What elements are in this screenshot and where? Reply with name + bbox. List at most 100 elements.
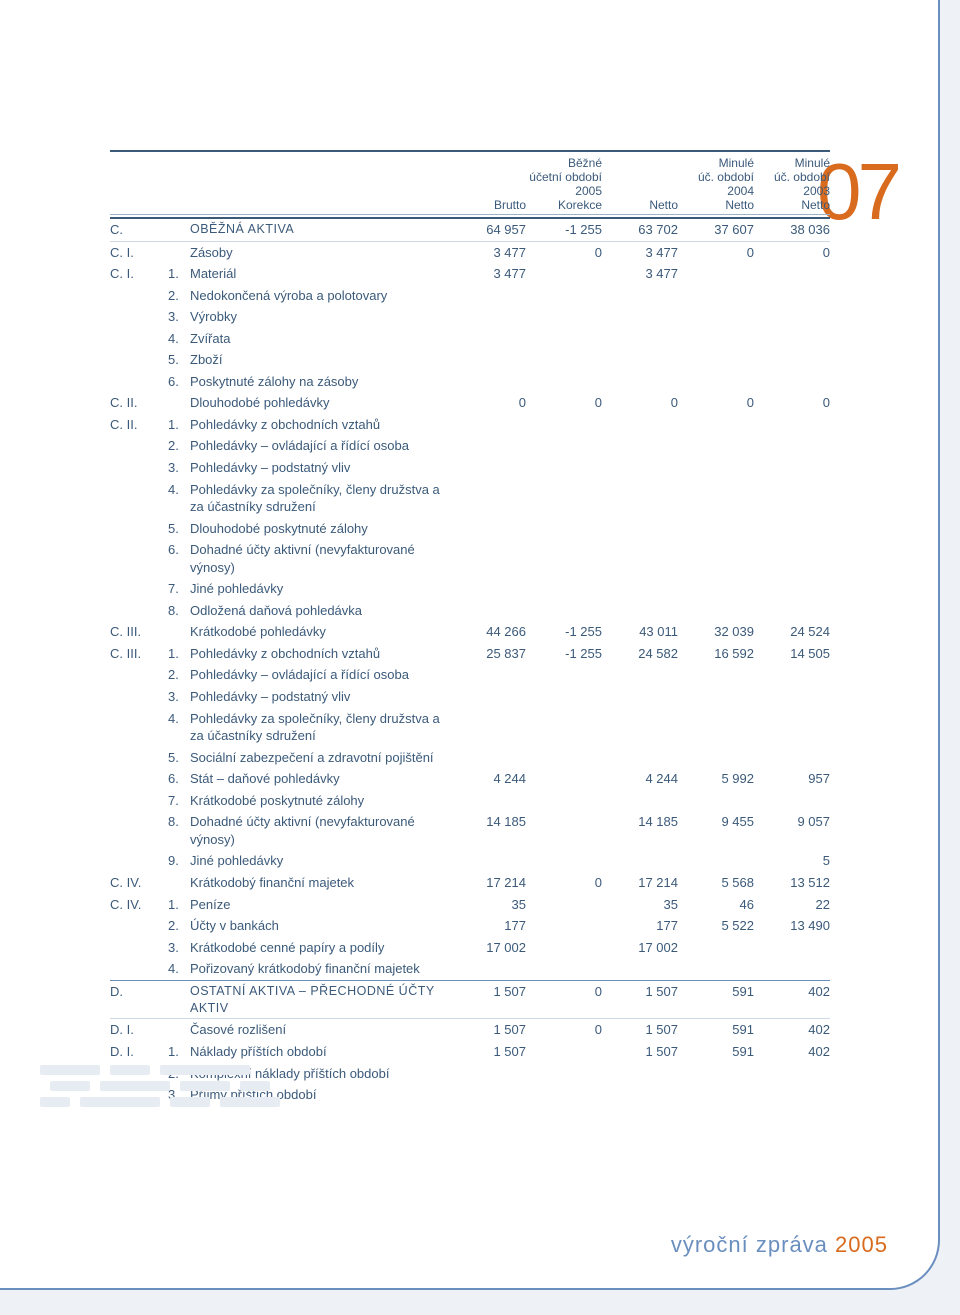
table-row: 4.Pohledávky za společníky, členy družst… bbox=[110, 479, 830, 518]
row-value bbox=[678, 686, 754, 708]
row-value: 5 522 bbox=[678, 915, 754, 937]
row-value bbox=[602, 958, 678, 980]
row-value: 13 490 bbox=[754, 915, 830, 937]
table-row: 2.Pohledávky – ovládající a řídící osoba bbox=[110, 664, 830, 686]
row-num: 3. bbox=[168, 306, 190, 328]
row-ref bbox=[110, 708, 168, 747]
row-value: 9 057 bbox=[754, 811, 830, 850]
row-value: 402 bbox=[754, 980, 830, 1019]
row-value: 3 477 bbox=[450, 263, 526, 285]
row-value bbox=[678, 1084, 754, 1106]
row-desc: Nedokončená výroba a polotovary bbox=[190, 285, 450, 307]
row-desc: Pohledávky – ovládající a řídící osoba bbox=[190, 664, 450, 686]
row-value: -1 255 bbox=[526, 643, 602, 665]
row-value: 0 bbox=[678, 241, 754, 263]
table-row: D. I.Časové rozlišení1 50701 507591402 bbox=[110, 1019, 830, 1041]
row-value bbox=[526, 1063, 602, 1085]
row-value bbox=[526, 686, 602, 708]
row-ref bbox=[110, 600, 168, 622]
row-desc: Pohledávky za společníky, členy družstva… bbox=[190, 708, 450, 747]
row-value: 44 266 bbox=[450, 621, 526, 643]
row-value bbox=[526, 768, 602, 790]
row-value bbox=[526, 915, 602, 937]
row-ref: C. III. bbox=[110, 621, 168, 643]
row-ref bbox=[110, 285, 168, 307]
row-num: 3. bbox=[168, 686, 190, 708]
row-value bbox=[678, 285, 754, 307]
row-ref bbox=[110, 1084, 168, 1106]
hdr-korekce-1: Běžné bbox=[526, 156, 602, 170]
row-value bbox=[450, 371, 526, 393]
row-value: 402 bbox=[754, 1041, 830, 1063]
row-desc: Dlouhodobé poskytnuté zálohy bbox=[190, 518, 450, 540]
row-num bbox=[168, 872, 190, 894]
row-desc: Pohledávky za společníky, členy družstva… bbox=[190, 479, 450, 518]
row-desc: Peníze bbox=[190, 894, 450, 916]
table-row: 6.Poskytnuté zálohy na zásoby bbox=[110, 371, 830, 393]
row-value bbox=[678, 371, 754, 393]
row-num: 6. bbox=[168, 768, 190, 790]
row-value bbox=[526, 457, 602, 479]
row-value: 35 bbox=[450, 894, 526, 916]
hdr-brutto-1 bbox=[450, 156, 526, 170]
row-value: 17 214 bbox=[450, 872, 526, 894]
row-value bbox=[678, 747, 754, 769]
row-value: 1 507 bbox=[450, 1041, 526, 1063]
table-row: D. I.1.Náklady příštích období1 5071 507… bbox=[110, 1041, 830, 1063]
row-value bbox=[526, 328, 602, 350]
row-value bbox=[678, 600, 754, 622]
row-num: 1. bbox=[168, 414, 190, 436]
row-value bbox=[678, 664, 754, 686]
row-value bbox=[678, 578, 754, 600]
row-value bbox=[602, 850, 678, 872]
row-num: 9. bbox=[168, 850, 190, 872]
table-row: 2.Pohledávky – ovládající a řídící osoba bbox=[110, 435, 830, 457]
row-value bbox=[754, 790, 830, 812]
row-value bbox=[754, 306, 830, 328]
row-num: 2. bbox=[168, 435, 190, 457]
row-num: 4. bbox=[168, 958, 190, 980]
row-value: 35 bbox=[602, 894, 678, 916]
row-ref: D. I. bbox=[110, 1041, 168, 1063]
row-desc: Komplexní náklady příštích období bbox=[190, 1063, 450, 1085]
row-value bbox=[602, 414, 678, 436]
row-value bbox=[678, 263, 754, 285]
table-row: 3.Příjmy příštích období bbox=[110, 1084, 830, 1106]
row-value bbox=[526, 1084, 602, 1106]
row-value bbox=[450, 664, 526, 686]
row-value: 0 bbox=[754, 241, 830, 263]
row-value bbox=[450, 349, 526, 371]
row-value bbox=[602, 457, 678, 479]
row-value bbox=[450, 518, 526, 540]
row-value: 46 bbox=[678, 894, 754, 916]
row-ref bbox=[110, 518, 168, 540]
row-value bbox=[526, 894, 602, 916]
row-value: 591 bbox=[678, 980, 754, 1019]
row-value bbox=[754, 600, 830, 622]
row-value: 38 036 bbox=[754, 218, 830, 241]
row-num: 4. bbox=[168, 479, 190, 518]
row-desc: Pohledávky – podstatný vliv bbox=[190, 686, 450, 708]
table-row: 2.Komplexní náklady příštích období bbox=[110, 1063, 830, 1085]
row-value bbox=[678, 457, 754, 479]
row-ref: C. IV. bbox=[110, 872, 168, 894]
row-value bbox=[526, 850, 602, 872]
row-value bbox=[754, 479, 830, 518]
row-value bbox=[754, 747, 830, 769]
row-value bbox=[526, 371, 602, 393]
table-row: C. II.Dlouhodobé pohledávky00000 bbox=[110, 392, 830, 414]
row-value bbox=[678, 790, 754, 812]
row-value: 177 bbox=[450, 915, 526, 937]
row-ref bbox=[110, 958, 168, 980]
row-value: 1 507 bbox=[450, 1019, 526, 1041]
row-value bbox=[754, 1063, 830, 1085]
row-value bbox=[602, 435, 678, 457]
row-ref: C. bbox=[110, 218, 168, 241]
row-value bbox=[602, 708, 678, 747]
row-value bbox=[602, 686, 678, 708]
row-value bbox=[526, 285, 602, 307]
row-value bbox=[678, 328, 754, 350]
footer-title: výroční zpráva bbox=[671, 1232, 828, 1257]
row-num: 5. bbox=[168, 747, 190, 769]
table-row: D.OSTATNÍ AKTIVA – PŘECHODNÉ ÚČTY AKTIV1… bbox=[110, 980, 830, 1019]
